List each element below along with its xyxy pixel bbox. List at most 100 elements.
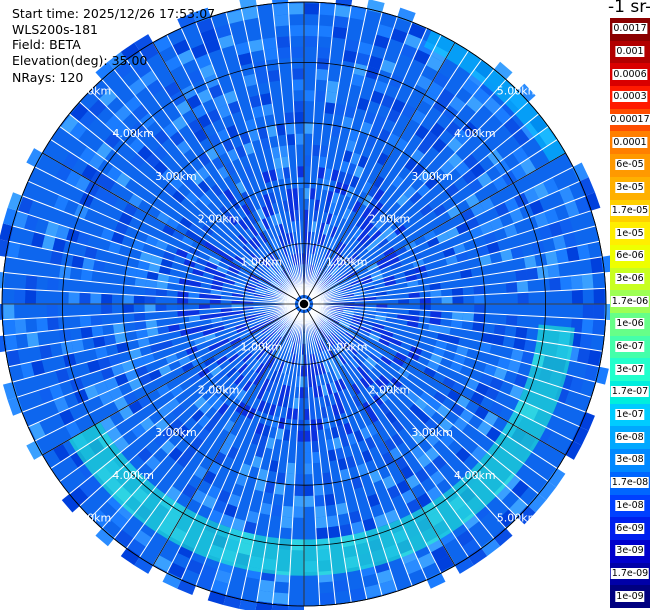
speckle-cell [169, 90, 187, 107]
speckle-cell [334, 447, 346, 460]
speckle-cell [223, 90, 238, 105]
speckle-cell [376, 152, 390, 166]
speckle-cell [171, 404, 186, 418]
speckle-cell [197, 180, 211, 194]
speckle-cell [346, 360, 357, 372]
speckle-cell [239, 331, 251, 341]
speckle-cell [331, 345, 341, 356]
ray-line [312, 306, 592, 398]
speckle-cell [193, 396, 207, 410]
speckle-cell [14, 288, 26, 304]
colorbar-tick-label: 0.001 [615, 46, 645, 58]
speckle-cell [177, 310, 189, 318]
ring-label: 1.00km [326, 255, 368, 268]
speckle-cell [203, 73, 220, 89]
ray-line [305, 312, 383, 596]
speckle-cell [229, 197, 241, 211]
speckle-cell [547, 467, 566, 488]
speckle-cell [285, 255, 292, 267]
speckle-cell [98, 88, 118, 107]
speckle-cell [314, 495, 326, 507]
speckle-cell [503, 223, 518, 238]
ray-line [180, 27, 301, 296]
speckle-cell [246, 200, 257, 213]
speckle-cell [200, 564, 218, 580]
azimuth-line [303, 303, 456, 566]
speckle-cell [461, 538, 481, 557]
speckle-cell [343, 265, 354, 275]
speckle-cell [110, 231, 125, 245]
speckle-cell [290, 419, 298, 431]
speckle-cell [360, 426, 372, 440]
speckle-cell [376, 205, 389, 218]
colorbar-cell: 1e-07 [610, 403, 650, 427]
speckle-cell [347, 345, 358, 356]
speckle-cell [497, 356, 511, 371]
speckle-cell [237, 52, 253, 66]
speckle-cell [178, 355, 191, 367]
ring-label: 4.00km [112, 469, 154, 482]
speckle-cell [248, 224, 259, 237]
speckle-cell [419, 391, 434, 405]
ray-line [309, 310, 507, 529]
speckle-cell [244, 317, 256, 324]
speckle-cell [365, 210, 377, 223]
speckle-cell [290, 46, 304, 58]
speckle-cell [144, 304, 156, 313]
speckle-cell [425, 536, 444, 553]
speckle-cell [309, 408, 317, 420]
speckle-cell [461, 512, 480, 530]
ray-line [307, 312, 428, 581]
speckle-cell [275, 472, 287, 485]
speckle-cell [114, 372, 129, 387]
speckle-cell [69, 376, 85, 393]
speckle-cell [175, 247, 189, 259]
speckle-cell [69, 121, 88, 140]
speckle-cell [570, 274, 583, 290]
speckle-cell [282, 316, 292, 325]
speckle-cell [558, 186, 575, 204]
ray-line [210, 16, 302, 296]
speckle-cell [231, 304, 243, 308]
speckle-cell [243, 314, 255, 320]
speckle-cell [436, 404, 451, 419]
speckle-cell [155, 288, 168, 297]
speckle-cell [359, 362, 371, 375]
colorbar-cell: 3e-09 [610, 539, 650, 564]
speckle-cell [422, 404, 437, 418]
speckle-cell [423, 229, 437, 242]
speckle-cell [352, 227, 364, 240]
speckle-cell [326, 278, 337, 287]
speckle-cell [201, 494, 218, 510]
speckle-cell [297, 419, 304, 431]
speckle-cell [509, 497, 528, 517]
speckle-cell [73, 388, 89, 405]
speckle-cell [162, 572, 182, 589]
speckle-cell [391, 174, 405, 189]
speckle-cell [244, 118, 258, 132]
speckle-cell [406, 390, 420, 404]
speckle-cell [260, 258, 271, 269]
speckle-cell [218, 442, 232, 456]
speckle-cell [310, 419, 318, 431]
speckle-cell [299, 387, 304, 399]
speckle-cell [397, 367, 411, 379]
speckle-cell [366, 262, 379, 272]
speckle-cell [316, 233, 323, 245]
ray-line [271, 3, 304, 296]
speckle-cell [317, 167, 326, 179]
speckle-cell [95, 61, 115, 81]
speckle-cell [137, 259, 150, 271]
speckle-cell [380, 94, 396, 109]
speckle-cell [270, 381, 279, 394]
speckle-cell [304, 495, 315, 507]
speckle-cell [251, 455, 263, 469]
speckle-cell [304, 122, 314, 134]
speckle-cell [247, 276, 259, 284]
speckle-cell [304, 90, 316, 102]
ray-line [303, 2, 321, 295]
speckle-cell [345, 267, 356, 277]
speckle-cell [531, 240, 546, 256]
speckle-cell [293, 199, 300, 211]
speckle-cell [4, 334, 18, 352]
